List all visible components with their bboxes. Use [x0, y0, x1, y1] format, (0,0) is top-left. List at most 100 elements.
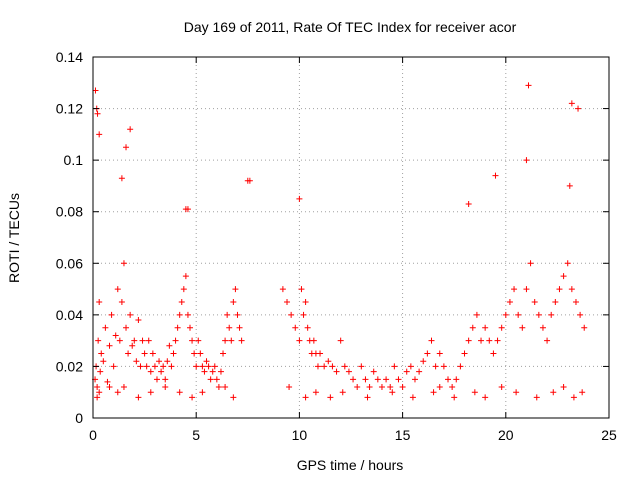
- data-point: [345, 368, 352, 375]
- data-point: [506, 298, 513, 305]
- data-point: [453, 376, 460, 383]
- data-point: [568, 100, 575, 107]
- data-point: [129, 342, 136, 349]
- data-point: [492, 172, 499, 179]
- data-point: [116, 337, 123, 344]
- data-point: [395, 376, 402, 383]
- data-point: [364, 394, 371, 401]
- data-point: [137, 363, 144, 370]
- data-point: [131, 337, 138, 344]
- data-point: [533, 394, 540, 401]
- data-point: [96, 298, 103, 305]
- y-tick-label: 0.14: [56, 49, 83, 65]
- data-point: [139, 337, 146, 344]
- data-point: [222, 384, 229, 391]
- data-point: [539, 324, 546, 331]
- data-point: [527, 260, 534, 267]
- data-point: [160, 363, 167, 370]
- data-point: [550, 389, 557, 396]
- data-point: [445, 376, 452, 383]
- data-point: [465, 337, 472, 344]
- data-point: [118, 175, 125, 182]
- data-point: [515, 311, 522, 318]
- data-point: [449, 384, 456, 391]
- data-point: [104, 378, 111, 385]
- y-tick-label: 0.1: [64, 152, 84, 168]
- data-point: [440, 363, 447, 370]
- data-point: [147, 368, 154, 375]
- data-point: [498, 384, 505, 391]
- data-point: [120, 260, 127, 267]
- data-point: [238, 337, 245, 344]
- data-point: [494, 337, 501, 344]
- data-point: [118, 298, 125, 305]
- data-point: [143, 363, 150, 370]
- data-point: [189, 337, 196, 344]
- data-point: [292, 324, 299, 331]
- data-point: [535, 311, 542, 318]
- data-point: [581, 324, 588, 331]
- data-point: [575, 105, 582, 112]
- data-point: [211, 363, 218, 370]
- data-point: [288, 311, 295, 318]
- data-point: [321, 363, 328, 370]
- grid: [93, 57, 609, 418]
- data-point: [302, 298, 309, 305]
- data-point: [195, 337, 202, 344]
- data-point: [416, 368, 423, 375]
- data-point: [193, 363, 200, 370]
- data-point: [407, 363, 414, 370]
- data-point: [337, 337, 344, 344]
- data-point: [525, 82, 532, 89]
- data-point: [207, 376, 214, 383]
- data-point: [572, 298, 579, 305]
- data-point: [325, 358, 332, 365]
- data-point: [199, 389, 206, 396]
- data-point: [350, 376, 357, 383]
- data-point: [451, 394, 458, 401]
- data-point: [224, 311, 231, 318]
- data-point: [317, 350, 324, 357]
- x-tick-label: 10: [292, 427, 308, 443]
- data-point: [102, 324, 109, 331]
- data-point: [217, 368, 224, 375]
- data-point: [420, 358, 427, 365]
- data-point: [172, 337, 179, 344]
- data-point: [110, 363, 117, 370]
- plot-frame: [92, 56, 610, 419]
- data-point: [180, 286, 187, 293]
- data-point: [182, 273, 189, 280]
- data-point: [114, 389, 121, 396]
- x-tick-label: 5: [192, 427, 200, 443]
- data-point: [94, 110, 101, 117]
- data-point: [314, 363, 321, 370]
- data-point: [327, 394, 334, 401]
- data-point: [389, 389, 396, 396]
- axis-ticks: 0 5 10 15 20 25 0 0.02 0.04 0.06 0.08 0.1 0.12 0.14: [56, 49, 617, 443]
- data-point: [560, 384, 567, 391]
- data-point: [213, 376, 220, 383]
- data-point: [230, 298, 237, 305]
- data-point: [166, 342, 173, 349]
- data-point: [523, 157, 530, 164]
- data-point: [141, 350, 148, 357]
- x-tick-label: 20: [498, 427, 514, 443]
- data-point: [170, 350, 177, 357]
- data-point: [465, 200, 472, 207]
- data-point: [486, 337, 493, 344]
- data-point: [519, 324, 526, 331]
- data-point: [220, 350, 227, 357]
- data-point: [94, 394, 101, 401]
- data-point: [513, 389, 520, 396]
- data-point: [387, 384, 394, 391]
- data-point: [135, 394, 142, 401]
- data-point: [312, 389, 319, 396]
- data-point: [310, 337, 317, 344]
- data-point: [162, 376, 169, 383]
- data-point: [498, 324, 505, 331]
- data-point: [556, 286, 563, 293]
- data-point: [234, 311, 241, 318]
- data-point: [436, 384, 443, 391]
- data-point: [187, 324, 194, 331]
